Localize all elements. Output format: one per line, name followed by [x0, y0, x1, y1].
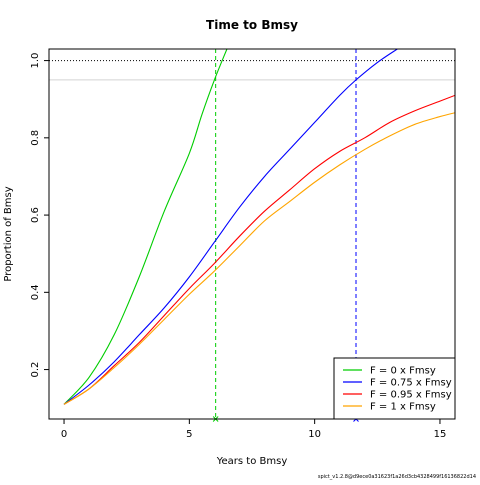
x-tick-label-3: 15	[434, 429, 447, 440]
y-tick-label-4: 1.0	[30, 53, 41, 69]
legend-label-0: F = 0 x Fmsy	[370, 366, 436, 377]
x-tick-label-2: 10	[308, 429, 321, 440]
x-axis-label: Years to Bmsy	[216, 456, 288, 467]
y-tick-label-3: 0.8	[30, 130, 41, 146]
legend-label-1: F = 0.75 x Fmsy	[370, 378, 452, 389]
legend-label-3: F = 1 x Fmsy	[370, 402, 436, 413]
x-tick-label-0: 0	[61, 429, 67, 440]
y-tick-label-2: 0.6	[30, 207, 41, 223]
chart-title: Time to Bmsy	[206, 18, 298, 32]
x-tick-label-1: 5	[186, 429, 192, 440]
series-line-3	[63, 112, 455, 405]
legend-label-2: F = 0.95 x Fmsy	[370, 390, 452, 401]
footer-version-text: spict_v1.2.8@d9ece0a31623f1a26d3cb432849…	[318, 474, 476, 480]
plot-frame	[48, 48, 456, 420]
series-line-0	[63, 49, 228, 405]
plot-clipped-group	[49, 49, 455, 419]
y-tick-label-0: 0.2	[30, 362, 41, 378]
series-line-1	[63, 49, 398, 405]
y-axis-label: Proportion of Bmsy	[3, 186, 14, 281]
y-tick-label-1: 0.4	[30, 284, 41, 300]
series-line-2	[63, 94, 455, 405]
legend-box	[333, 357, 456, 420]
